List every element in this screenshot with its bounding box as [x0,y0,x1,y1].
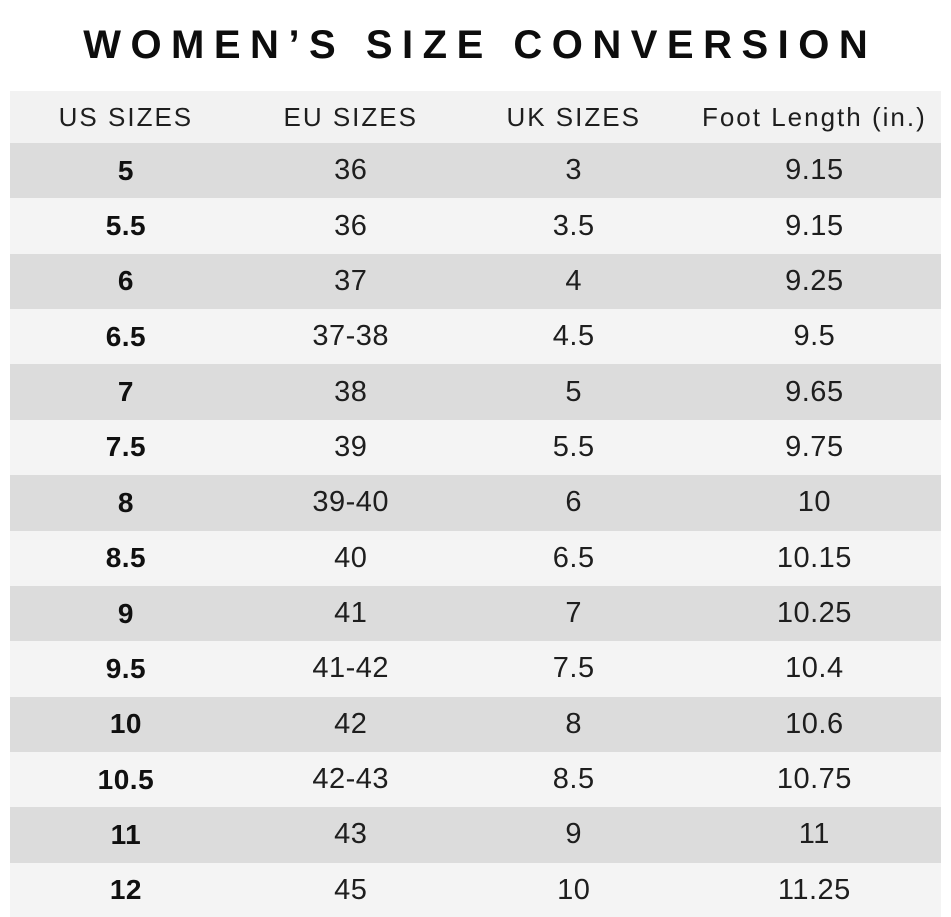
us-size-cell: 7 [117,376,134,408]
foot-length-cell: 10.15 [776,541,852,574]
uk-size-cell: 9 [565,818,583,851]
table-row: 12 45 10 11.25 [10,862,941,917]
us-size-cell: 10 [109,708,142,740]
uk-size-cell: 10 [557,873,591,906]
foot-length-cell: 9.75 [785,430,844,463]
foot-length-cell: 11 [798,818,830,851]
us-size-cell: 8.5 [105,542,147,574]
foot-length-cell: 9.15 [785,154,844,187]
uk-size-cell: 4 [565,264,583,297]
table-row: 9.5 41-42 7.5 10.4 [10,641,941,697]
uk-size-cell: 8.5 [552,763,595,796]
us-size-cell: 12 [109,874,142,906]
uk-size-cell: 5 [565,375,583,408]
us-size-cell: 8 [117,486,134,518]
uk-size-cell: 4.5 [552,320,595,353]
eu-size-cell: 40 [334,541,368,574]
foot-length-cell: 10.4 [785,652,844,685]
foot-length-cell: 10 [797,486,831,519]
us-size-cell: 9.5 [105,652,147,684]
foot-length-cell: 9.65 [785,375,844,408]
uk-size-cell: 8 [565,707,583,740]
table-row: 6.5 37-38 4.5 9.5 [10,309,941,365]
uk-size-cell: 6.5 [552,541,595,574]
table-row: 10.5 42-43 8.5 10.75 [10,751,941,808]
table-row: 9 41 7 10.25 [10,585,941,642]
eu-size-cell: 42 [334,707,368,740]
column-header-us-sizes: US SIZES [58,101,194,132]
eu-size-cell: 39-40 [312,486,390,519]
table-row: 8.5 40 6.5 10.15 [10,530,941,586]
table-row: 5 36 3 9.15 [10,143,941,199]
us-size-cell: 11 [110,818,142,850]
eu-size-cell: 39 [334,430,368,463]
uk-size-cell: 6 [565,486,583,519]
us-size-cell: 5.5 [105,210,147,242]
table-row: 5.5 36 3.5 9.15 [10,198,941,254]
column-header-eu-sizes: EU SIZES [283,101,418,132]
foot-length-cell: 9.15 [785,209,844,242]
eu-size-cell: 38 [334,375,368,408]
us-size-cell: 6.5 [105,320,147,352]
foot-length-cell: 11.25 [777,873,851,906]
foot-length-cell: 10.75 [776,763,852,796]
eu-size-cell: 36 [334,154,368,187]
uk-size-cell: 7.5 [552,652,595,685]
table-row: 11 43 9 11 [10,807,941,863]
eu-size-cell: 45 [334,873,368,906]
table-row: 7 38 5 9.65 [10,364,941,420]
uk-size-cell: 7 [565,597,583,630]
page-title: WOMEN’S SIZE CONVERSION [83,23,878,67]
table-body: 5 36 3 9.15 5.5 36 3.5 9.15 6 37 4 9.25 6.5 37-38 4.5 9… [10,143,941,917]
eu-size-cell: 41 [334,597,368,630]
table-row: 6 37 4 9.25 [10,253,941,310]
eu-size-cell: 42-43 [312,763,390,796]
foot-length-cell: 9.5 [793,320,836,353]
eu-size-cell: 37 [334,264,368,297]
foot-length-cell: 10.6 [785,707,844,740]
column-header-uk-sizes: UK SIZES [506,101,641,132]
foot-length-cell: 10.25 [776,597,852,630]
uk-size-cell: 3 [565,154,583,187]
us-size-cell: 7.5 [105,431,147,463]
uk-size-cell: 5.5 [552,430,595,463]
column-header-foot-length: Foot Length (in.) [701,101,927,132]
us-size-cell: 5 [117,154,134,186]
table-header-row: US SIZES EU SIZES UK SIZES Foot Length (… [10,91,941,143]
title-bar: WOMEN’S SIZE CONVERSION [0,0,951,91]
eu-size-cell: 43 [334,818,368,851]
uk-size-cell: 3.5 [552,209,595,242]
eu-size-cell: 41-42 [312,652,390,685]
foot-length-cell: 9.25 [785,264,844,297]
table-row: 7.5 39 5.5 9.75 [10,419,941,476]
us-size-cell: 9 [117,597,134,629]
table-row: 8 39-40 6 10 [10,475,941,531]
size-conversion-table: US SIZES EU SIZES UK SIZES Foot Length (… [10,91,941,917]
table-row: 10 42 8 10.6 [10,696,941,752]
eu-size-cell: 36 [334,209,368,242]
eu-size-cell: 37-38 [312,320,390,353]
us-size-cell: 6 [117,265,134,297]
us-size-cell: 10.5 [97,763,155,795]
